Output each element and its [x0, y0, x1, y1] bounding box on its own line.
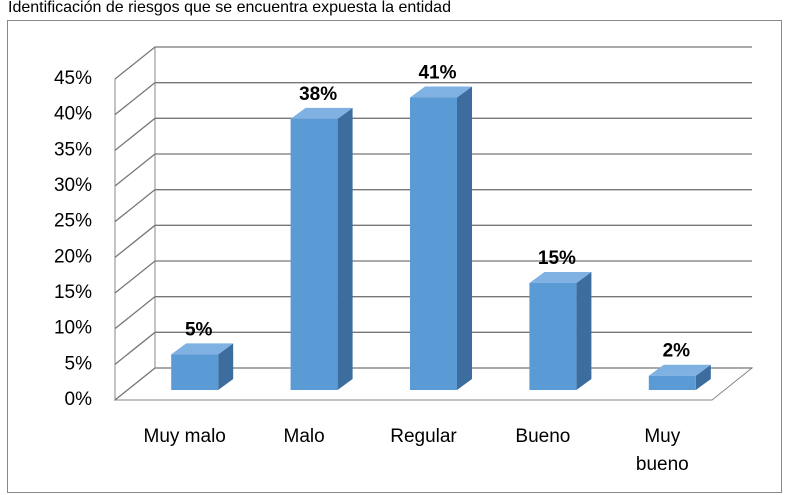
bar-side: [695, 364, 711, 390]
data-label: 15%: [538, 248, 576, 269]
bar: [290, 118, 338, 390]
x-tick-label: Muy malo: [143, 426, 226, 447]
x-tick-label: Bueno: [515, 426, 571, 447]
bar: [529, 283, 577, 390]
bar: [171, 354, 219, 390]
data-label: 41%: [418, 63, 456, 84]
bar: [648, 375, 696, 390]
x-tick-label: Regular: [390, 426, 457, 447]
bar-top: [171, 343, 234, 355]
grid-line: [114, 153, 752, 187]
chart-title: Identificación de riesgos que se encuent…: [8, 0, 451, 16]
bar-side: [457, 86, 472, 391]
bar-top: [529, 272, 592, 283]
y-tick-label: 5%: [65, 353, 93, 374]
y-tick-label: 10%: [54, 318, 92, 339]
data-label: 5%: [185, 319, 213, 340]
bar-top: [290, 107, 353, 119]
grid-line: [114, 82, 752, 116]
chart-frame: [7, 20, 782, 493]
grid-line: [114, 117, 752, 151]
y-tick-label: 45%: [54, 68, 92, 89]
y-tick-label: 35%: [54, 139, 92, 160]
y-tick-label: 15%: [54, 282, 92, 303]
bar-side: [337, 107, 353, 390]
bar: [410, 97, 457, 391]
grid-line: [114, 189, 752, 223]
grid-line: [114, 224, 752, 258]
y-tick-label: 30%: [54, 175, 92, 196]
grid-line: [114, 260, 752, 294]
data-label: 38%: [299, 84, 337, 105]
y-tick-label: 25%: [54, 211, 92, 232]
grid-line: [114, 46, 752, 80]
bar-top: [648, 364, 711, 376]
y-tick-label: 20%: [54, 246, 92, 267]
x-tick-label: Muy bueno: [635, 426, 689, 475]
data-label: 2%: [663, 341, 691, 362]
bar-side: [218, 343, 234, 390]
bar-top: [410, 86, 472, 98]
y-tick-label: 0%: [65, 389, 93, 410]
x-tick-label: Malo: [283, 426, 325, 447]
bar-side: [576, 272, 592, 390]
y-tick-label: 40%: [54, 104, 92, 125]
